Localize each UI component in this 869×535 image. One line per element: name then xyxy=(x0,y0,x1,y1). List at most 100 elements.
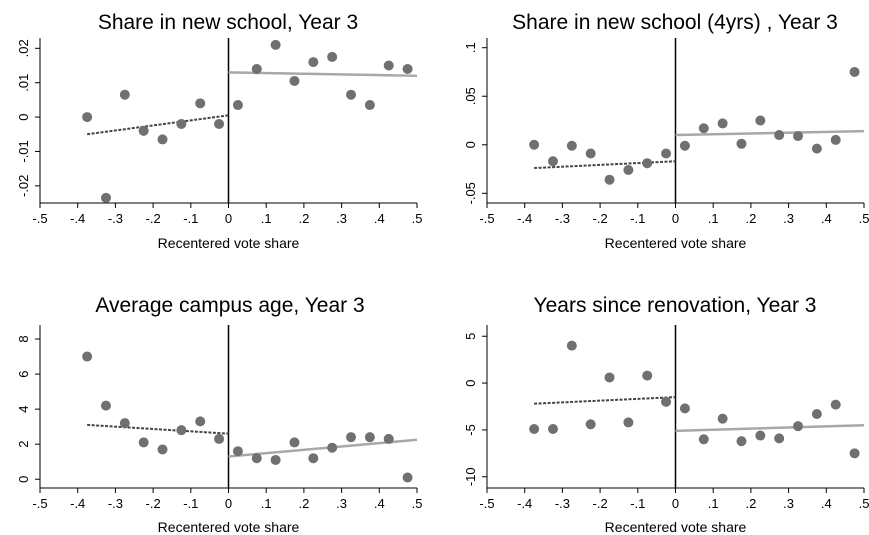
data-point xyxy=(774,433,785,444)
y-tick-label: .1 xyxy=(463,42,478,53)
x-tick-label: .5 xyxy=(412,496,423,511)
data-point xyxy=(604,174,615,185)
y-tick-label: -.05 xyxy=(463,182,478,204)
chart-title: Share in new school, Year 3 xyxy=(98,11,358,34)
x-tick-label: .2 xyxy=(298,496,309,511)
x-tick-label: 0 xyxy=(672,496,679,511)
data-point xyxy=(214,118,225,129)
data-point xyxy=(698,123,709,134)
x-tick-label: -.1 xyxy=(630,496,645,511)
data-point xyxy=(308,57,319,68)
data-point xyxy=(830,399,841,410)
y-tick-label: -5 xyxy=(463,424,478,436)
x-tick-label: -.5 xyxy=(479,496,494,511)
data-point xyxy=(346,432,357,443)
data-point xyxy=(308,453,319,464)
x-tick-label: -.4 xyxy=(517,211,532,226)
data-point xyxy=(176,118,187,129)
fit-line-right xyxy=(228,71,418,78)
x-tick-label: .5 xyxy=(412,211,423,226)
chart-title: Average campus age, Year 3 xyxy=(95,294,364,317)
y-tick-label: .01 xyxy=(16,74,31,92)
data-point xyxy=(623,417,634,428)
chart-panel-3: Average campus age, Year 3 -.5 -.4 -.3 -.2 -.… xyxy=(16,294,422,535)
x-tick-label: .3 xyxy=(783,496,794,511)
chart-title: Years since renovation, Year 3 xyxy=(534,294,817,317)
x-tick-label: 0 xyxy=(225,496,232,511)
x-tick-label: .4 xyxy=(374,211,385,226)
x-tick-label: .4 xyxy=(374,496,385,511)
data-point xyxy=(529,139,540,150)
data-point xyxy=(138,125,149,136)
data-point xyxy=(717,413,728,424)
data-point xyxy=(623,165,634,175)
data-point xyxy=(774,130,785,141)
data-point xyxy=(811,143,822,154)
y-tick-label: 4 xyxy=(16,406,31,413)
x-tick-label: -.2 xyxy=(146,211,161,226)
data-point xyxy=(157,444,168,455)
data-point xyxy=(327,51,338,62)
data-point xyxy=(849,448,860,459)
data-point xyxy=(585,148,596,159)
chart-title: Share in new school (4yrs) , Year 3 xyxy=(512,11,838,34)
x-tick-label: .1 xyxy=(261,211,272,226)
data-point xyxy=(100,192,111,203)
x-tick-label: .2 xyxy=(298,211,309,226)
data-point xyxy=(270,454,281,465)
x-axis-label: Recentered vote share xyxy=(605,235,747,251)
data-point xyxy=(698,434,709,445)
data-point xyxy=(157,134,168,145)
x-tick-label: -.2 xyxy=(146,496,161,511)
data-point xyxy=(119,89,130,100)
x-tick-label: .1 xyxy=(708,496,719,511)
data-point xyxy=(793,131,804,142)
fit-line-right xyxy=(675,423,865,433)
data-point xyxy=(849,66,860,77)
data-point xyxy=(195,416,206,427)
y-tick-label: 0 xyxy=(463,379,478,386)
data-point xyxy=(82,351,93,362)
data-point xyxy=(566,140,577,151)
x-tick-label: -.4 xyxy=(70,211,85,226)
data-point xyxy=(364,100,375,111)
fit-line-left xyxy=(86,114,229,136)
data-point xyxy=(547,423,558,434)
data-point xyxy=(604,372,615,383)
data-point xyxy=(529,423,540,434)
x-tick-label: .2 xyxy=(745,496,756,511)
x-tick-label: .3 xyxy=(336,211,347,226)
data-point xyxy=(214,433,225,444)
x-tick-label: -.1 xyxy=(183,496,198,511)
data-point xyxy=(289,437,300,448)
data-point xyxy=(251,63,262,74)
x-tick-label: -.3 xyxy=(108,211,123,226)
data-point xyxy=(195,98,206,109)
data-point xyxy=(717,118,728,129)
x-tick-label: 0 xyxy=(672,211,679,226)
y-tick-label: 0 xyxy=(16,113,31,120)
x-axis-label: Recentered vote share xyxy=(158,235,300,251)
fit-line-left xyxy=(87,423,229,435)
data-point xyxy=(232,446,243,457)
data-point xyxy=(661,148,672,159)
data-point xyxy=(364,432,375,443)
x-axis-label: Recentered vote share xyxy=(158,519,300,535)
y-tick-label: 5 xyxy=(463,333,478,340)
data-point xyxy=(270,39,281,50)
data-point xyxy=(251,453,262,464)
x-tick-label: -.4 xyxy=(517,496,532,511)
y-tick-label: -10 xyxy=(463,467,478,486)
x-tick-label: .1 xyxy=(261,496,272,511)
data-point xyxy=(811,408,822,419)
x-tick-label: -.2 xyxy=(593,496,608,511)
data-point xyxy=(642,158,653,169)
data-point xyxy=(383,60,394,71)
x-tick-label: .2 xyxy=(745,211,756,226)
x-tick-label: .3 xyxy=(783,211,794,226)
y-tick-label: -.02 xyxy=(16,175,31,197)
data-point xyxy=(736,436,747,447)
data-point xyxy=(679,403,690,414)
x-tick-label: -.5 xyxy=(32,211,47,226)
